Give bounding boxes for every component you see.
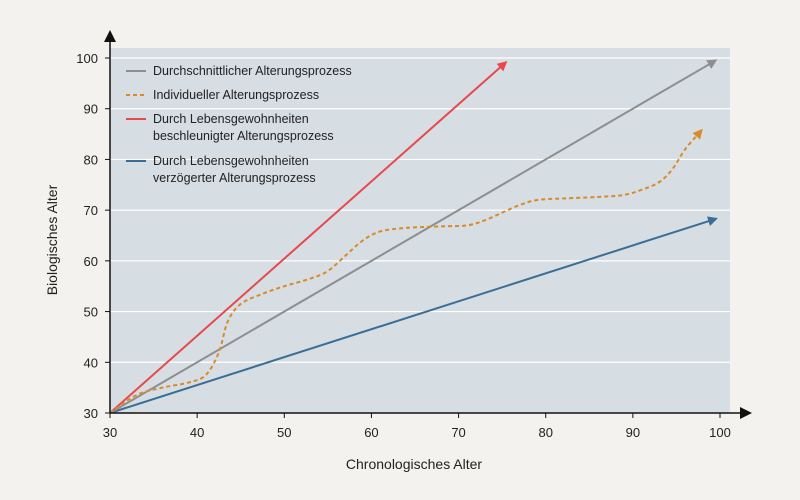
x-tick-label-80: 80 [538,425,552,440]
legend-label-2: Individueller Alterungsprozess [153,88,319,102]
x-tick-label-30: 30 [103,425,117,440]
x-tick-label-90: 90 [626,425,640,440]
y-tick-label-80: 80 [84,152,98,167]
x-tick-label-60: 60 [364,425,378,440]
y-tick-label-30: 30 [84,406,98,421]
x-tick-label-50: 50 [277,425,291,440]
y-tick-label-100: 100 [76,51,98,66]
series-line-individueller-alterungsprozess [109,128,703,414]
y-tick-label-40: 40 [84,355,98,370]
y-ticks: 30 40 50 60 70 80 90 100 [76,51,110,421]
y-tick-label-90: 90 [84,102,98,117]
y-axis-title: Biologisches Alter [44,184,60,295]
x-ticks: 30 40 50 60 70 80 90 100 [103,413,731,440]
legend-label-1: Durchschnittlicher Alterungsprozess [153,64,352,78]
legend-label-3-line-2: beschleunigter Alterungsprozess [153,129,334,143]
legend-label-3-line-1: Durch Lebensgewohnheiten [153,112,309,126]
legend: Durchschnittlicher Alterungsprozess Indiv… [126,64,352,185]
series-line-verzögerter-alterungsprozess [109,216,718,414]
y-tick-label-50: 50 [84,305,98,320]
legend-label-4-line-1: Durch Lebensgewohnheiten [153,154,309,168]
series-layer [109,59,718,414]
x-tick-label-100: 100 [709,425,731,440]
series-line-beschleunigter-alterungsprozess [109,60,508,414]
x-tick-label-70: 70 [451,425,465,440]
y-tick-label-60: 60 [84,254,98,269]
x-axis-title: Chronologisches Alter [346,456,483,472]
x-tick-label-40: 40 [190,425,204,440]
series-line-durchschnittlicher-alterungsprozess [109,59,718,414]
legend-label-4-line-2: verzögerter Alterungsprozess [153,171,316,185]
y-tick-label-70: 70 [84,203,98,218]
y-axis-arrow-icon [104,30,116,42]
x-axis-arrow-icon [740,407,752,419]
